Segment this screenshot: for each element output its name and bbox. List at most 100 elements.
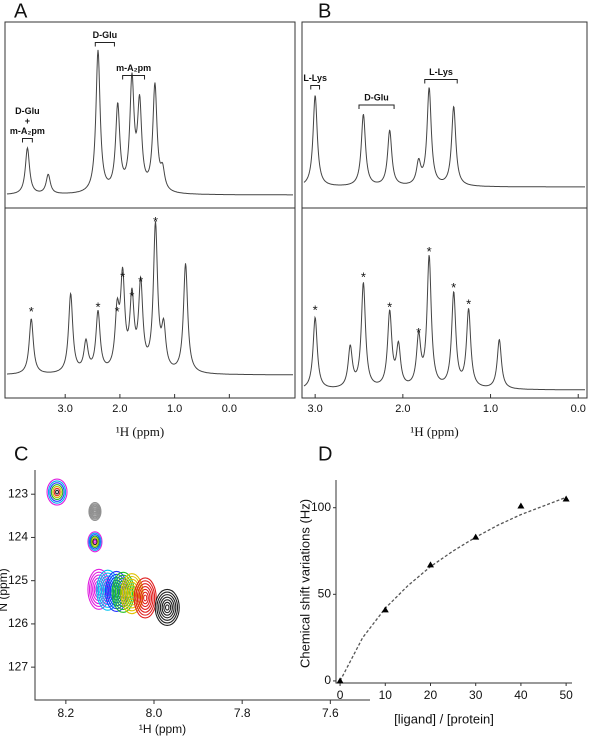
peak-star: * [361, 269, 366, 284]
contour-peak [88, 501, 102, 522]
fit-curve [339, 496, 567, 682]
contour-ring [126, 584, 138, 603]
data-point [426, 561, 434, 568]
contour-ring [156, 591, 179, 624]
x-tick-label: 3.0 [58, 403, 73, 415]
x-tick-label: 3.0 [308, 403, 323, 415]
x-tick-label: 7.8 [234, 706, 251, 720]
peak-annotation: D-Glu [15, 106, 40, 116]
peak-annotation: L-Lys [303, 73, 327, 83]
bracket [358, 104, 395, 109]
contour-ring [87, 531, 103, 553]
contour-ring [141, 591, 149, 605]
contour-ring [46, 478, 68, 506]
x-tick-label: 0.0 [571, 403, 586, 415]
x-axis-label: ¹H (ppm) [116, 424, 164, 439]
contour-ring [90, 504, 100, 519]
contour-peak [46, 478, 68, 506]
contour-ring [113, 574, 134, 611]
peak-annotation: m-A₂pm [10, 126, 45, 136]
x-tick-label: 0.0 [222, 403, 237, 415]
contour-ring [55, 489, 60, 495]
contour-ring [92, 538, 98, 546]
y-axis-label: N (ppm) [0, 568, 10, 611]
y-tick-label: 50 [318, 586, 332, 600]
panel-label: A [14, 0, 28, 22]
spectrum-trace [6, 49, 293, 196]
peak-annotation: L-Lys [429, 67, 453, 77]
peak-star: * [129, 289, 134, 304]
peak-star: * [153, 214, 158, 229]
peak-star: * [387, 299, 392, 314]
contour-ring [136, 583, 154, 613]
contour-ring [161, 599, 173, 616]
contour-ring [92, 508, 98, 515]
peak-star: * [466, 296, 471, 311]
panel-frame [301, 21, 588, 399]
contour-peak [154, 588, 180, 627]
contour-ring [125, 581, 139, 606]
contour-ring [159, 596, 175, 619]
x-tick-label: 10 [379, 688, 393, 702]
bracket [424, 79, 458, 84]
x-tick-label: 1.0 [483, 403, 498, 415]
contour-ring [91, 536, 99, 547]
contour-ring [89, 534, 101, 550]
data-point [472, 533, 480, 540]
x-tick-label: 2.0 [112, 403, 127, 415]
spectrum-trace [303, 254, 585, 391]
peak-annotation: m-A₂pm [116, 63, 151, 73]
spectrum-trace [303, 87, 585, 188]
peak-star: * [313, 302, 318, 317]
contour-ring [47, 480, 67, 504]
peak-star: * [416, 325, 421, 340]
peak-star: * [138, 274, 143, 289]
x-tick-label: 40 [514, 688, 528, 702]
contour-ring [139, 588, 151, 608]
peak-annotation: D-Glu [93, 30, 118, 40]
y-axis-label: Chemical shift variations (Hz) [297, 499, 312, 668]
contour-ring [163, 601, 172, 614]
y-tick-label: 100 [311, 500, 331, 514]
bracket [22, 138, 33, 143]
axes [335, 480, 572, 684]
x-tick-label: 30 [469, 688, 483, 702]
data-point [517, 502, 525, 509]
y-tick-label: 123 [8, 486, 28, 500]
contour-ring [93, 539, 97, 544]
spectrum-trace [7, 221, 293, 376]
contour-ring [49, 482, 65, 502]
panel-label: D [318, 443, 332, 465]
contour-ring [138, 585, 153, 610]
contour-peak [133, 577, 157, 619]
y-tick-label: 126 [8, 616, 28, 630]
contour-ring [164, 604, 170, 611]
peak-star: * [451, 280, 456, 295]
contour-ring [128, 587, 136, 600]
y-tick-label: 127 [8, 659, 28, 673]
y-tick-label: 0 [324, 673, 331, 687]
contour-ring [154, 588, 180, 627]
peak-star: * [95, 299, 100, 314]
contour-ring [90, 505, 99, 518]
x-tick-label: 8.0 [146, 706, 163, 720]
data-point [336, 677, 344, 684]
x-tick-label: 1.0 [167, 403, 182, 415]
contour-ring [52, 485, 62, 499]
contour-ring [129, 590, 135, 598]
contour-ring [53, 487, 61, 497]
x-tick-label: 7.6 [322, 706, 339, 720]
x-tick-label: 50 [559, 688, 573, 702]
peak-star: * [427, 244, 432, 259]
x-axis-label: [ligand] / [protein] [394, 711, 494, 726]
y-tick-label: 125 [8, 573, 28, 587]
contour-ring [89, 503, 101, 520]
peak-star: * [120, 269, 125, 284]
contour-ring [50, 484, 64, 501]
panel-label: B [318, 0, 331, 22]
contour-ring [88, 501, 102, 522]
peak-annotation: + [25, 116, 30, 126]
x-tick-label: 20 [424, 688, 438, 702]
bracket [122, 75, 146, 80]
